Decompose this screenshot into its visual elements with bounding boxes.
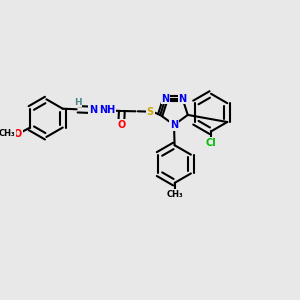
Text: O: O bbox=[14, 129, 22, 139]
Text: H: H bbox=[74, 98, 82, 106]
Text: O: O bbox=[117, 120, 125, 130]
Text: N: N bbox=[89, 105, 97, 115]
Text: N: N bbox=[178, 94, 187, 104]
Text: S: S bbox=[147, 106, 154, 117]
Text: NH: NH bbox=[99, 105, 115, 116]
Text: CH₃: CH₃ bbox=[166, 190, 183, 199]
Text: Cl: Cl bbox=[206, 138, 216, 148]
Text: N: N bbox=[161, 94, 169, 104]
Text: CH₃: CH₃ bbox=[0, 129, 15, 138]
Text: N: N bbox=[170, 120, 178, 130]
